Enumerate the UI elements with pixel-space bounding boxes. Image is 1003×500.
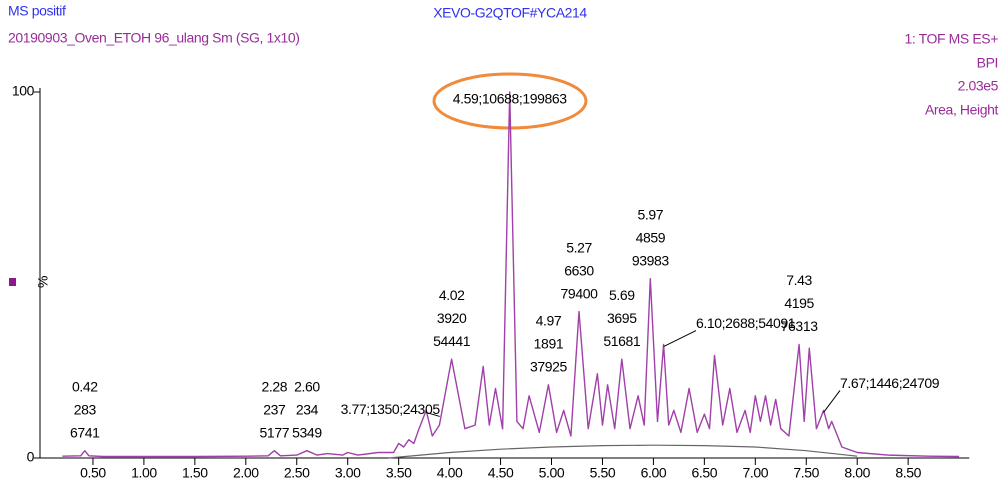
peak-label: 7.67;1446;24709	[840, 375, 940, 391]
peak-label: 6630	[564, 262, 594, 278]
peak-label: 37925	[530, 359, 568, 375]
peak-label: 4.59;10688;199863	[453, 91, 567, 107]
peak-label: 4195	[784, 295, 814, 311]
leader-line	[426, 411, 440, 417]
peak-label: 3920	[437, 310, 467, 326]
peak-label: 5.69	[609, 287, 635, 303]
peak-label: 2.60	[294, 378, 320, 394]
marker-square	[9, 278, 16, 286]
peak-label: 7.43	[786, 272, 812, 288]
x-tick-label: 8.00	[844, 465, 870, 481]
peak-label: 237	[263, 401, 286, 417]
peak-label: 4859	[636, 229, 666, 245]
x-tick-label: 7.50	[793, 465, 819, 481]
peak-label: 3.77;1350;24305	[341, 401, 441, 417]
peak-label: 3695	[607, 310, 637, 326]
x-tick-label: 4.00	[437, 465, 463, 481]
peak-label: 79400	[561, 285, 599, 301]
x-tick-label: 3.50	[386, 465, 412, 481]
peak-label: 1891	[534, 336, 564, 352]
trace	[62, 91, 960, 458]
x-tick-label: 2.00	[233, 465, 259, 481]
x-tick-label: 3.00	[335, 465, 361, 481]
header-left: 20190903_Oven_ETOH 96_ulang Sm (SG, 1x10…	[8, 30, 300, 46]
x-tick-label: 6.00	[641, 465, 667, 481]
x-tick-label: 5.50	[590, 465, 616, 481]
peak-label: 5349	[292, 424, 322, 440]
peak-label: 234	[296, 401, 319, 417]
peak-label: 76313	[781, 318, 819, 334]
header-right: 1: TOF MS ES+	[905, 31, 999, 47]
integration-baseline	[388, 444, 858, 459]
peak-label: 5.97	[638, 206, 664, 222]
peak-label: 6.10;2688;54091	[696, 315, 796, 331]
peak-label: 2.28	[262, 378, 288, 394]
header-right: 2.03e5	[958, 78, 999, 94]
peak-label: 283	[74, 401, 97, 417]
x-tick-label: 6.50	[692, 465, 718, 481]
x-tick-label: 7.00	[742, 465, 768, 481]
x-tick-label: 1.00	[131, 465, 157, 481]
peak-label: 54441	[433, 333, 471, 349]
peak-label: 4.97	[536, 313, 562, 329]
peak-label: 5.27	[566, 239, 592, 255]
x-tick-label: 1.50	[182, 465, 208, 481]
x-tick-label: 5.00	[539, 465, 565, 481]
header-right: Area, Height	[925, 102, 999, 118]
y-axis-label: %	[35, 276, 51, 288]
x-tick-label: 0.50	[80, 465, 106, 481]
leader-line	[663, 330, 697, 347]
header-right: BPI	[977, 55, 998, 71]
peak-label: 4.02	[439, 287, 465, 303]
peak-label: 0.42	[72, 378, 98, 394]
leader-line	[823, 390, 841, 413]
peak-label: 51681	[603, 333, 641, 349]
header-left: MS positif	[8, 3, 66, 19]
x-tick-label: 2.50	[284, 465, 310, 481]
peak-label: 5177	[260, 424, 290, 440]
chart-title: XEVO-G2QTOF#YCA214	[433, 5, 587, 21]
x-tick-label: 4.50	[488, 465, 514, 481]
y-tick-label: 100	[12, 83, 35, 99]
y-tick-label: 0	[27, 449, 35, 465]
x-tick-label: 8.50	[895, 465, 921, 481]
peak-label: 6741	[70, 424, 100, 440]
peak-label: 93983	[632, 252, 670, 268]
